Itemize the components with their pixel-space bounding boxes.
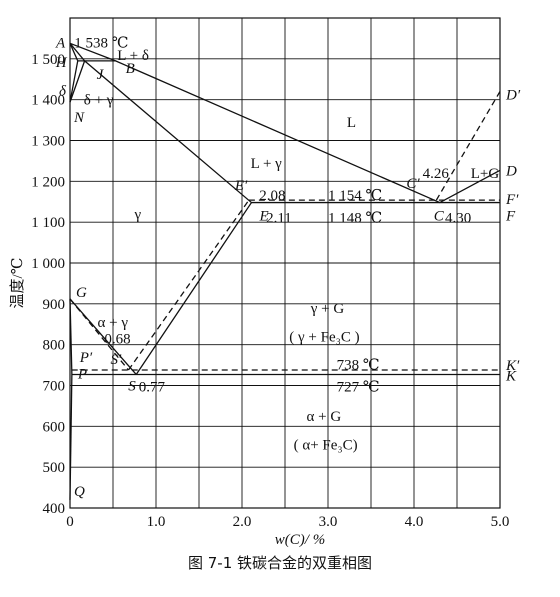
solid-phase-line	[135, 202, 252, 375]
y-tick-label: 1 500	[31, 52, 65, 68]
point-label-c: C	[434, 209, 445, 225]
point-labels: A B H J N D D′ FF′ G Q KK′ PP′ S S′ E E′ C C′ δ	[55, 35, 521, 500]
solid-phase-line	[69, 298, 137, 375]
point-label-s: S	[128, 378, 136, 394]
x-tick-label: 5.0	[491, 514, 510, 530]
solid-phase-line	[69, 60, 86, 103]
diagram-annotation: 2.11	[266, 210, 292, 226]
diagram-annotation: 0.77	[139, 380, 166, 396]
y-tick-labels: 400 500 600 700 800 900 1 000 1 100 1 200 1 300 1 …	[31, 52, 65, 517]
x-tick-labels: 0 1.0 2.0 3.0 4.0 5.0	[66, 514, 509, 530]
x-tick-label: 3.0	[319, 514, 338, 530]
plot-frame	[69, 17, 501, 509]
diagram-annotation: γ	[134, 207, 142, 223]
point-label-q: Q	[74, 484, 85, 500]
y-tick-label: 800	[43, 338, 66, 354]
point-label-f: F	[505, 209, 516, 225]
region-annotations: 1 538 ℃L + δ δ + γ L L + γ 4.26 L+G 2.08 1 154 …	[74, 36, 499, 454]
diagram-annotation: α + G	[307, 409, 342, 425]
point-label-h: H	[55, 55, 68, 71]
x-tick-label: 2.0	[233, 514, 252, 530]
y-tick-label: 1 300	[31, 134, 65, 150]
point-label-n: N	[73, 110, 85, 126]
diagram-annotation: 738 ℃	[337, 357, 380, 373]
point-label-j: J	[97, 67, 105, 83]
solid-phase-line	[69, 60, 79, 103]
point-label-p-prime: P′	[79, 350, 93, 366]
point-label-e: E	[258, 209, 268, 225]
y-tick-label: 1 200	[31, 174, 65, 190]
phase-diagram: 0 1.0 2.0 3.0 4.0 5.0 400 500 600 700 800 900 1 000…	[9, 17, 521, 548]
point-label-k-prime: K′	[505, 358, 520, 374]
solid-phase-line	[69, 374, 73, 500]
diagram-annotation: L	[347, 115, 356, 131]
diagram-annotation: 1 148 ℃	[328, 210, 382, 226]
solid-phase-line	[69, 43, 79, 62]
point-label-d-prime: D′	[505, 88, 521, 104]
y-tick-label: 1 400	[31, 93, 65, 109]
diagram-annotation: ( γ + Fe₃C )	[289, 330, 359, 346]
x-tick-label: 0	[66, 514, 74, 530]
diagram-annotation: 4.30	[445, 210, 471, 226]
x-tick-label: 1.0	[147, 514, 166, 530]
diagram-annotation: 1 154 ℃	[328, 188, 382, 204]
y-tick-label: 600	[43, 419, 66, 435]
diagram-annotation: 4.26	[423, 166, 450, 182]
diagram-annotation: δ + γ	[84, 93, 114, 109]
y-axis-label: 温度/℃	[9, 258, 26, 309]
dashed-phase-line	[127, 199, 250, 371]
y-tick-label: 900	[43, 297, 66, 313]
x-tick-label: 4.0	[405, 514, 424, 530]
point-label-d: D	[505, 163, 517, 179]
diagram-annotation: L+G	[471, 166, 500, 182]
diagram-annotation: ( α+ Fe₃C)	[294, 438, 358, 454]
dashed-phase-line	[69, 298, 129, 371]
diagram-annotation: 727 ℃	[337, 380, 380, 396]
diagram-annotation: L + γ	[251, 156, 283, 172]
dashed-phase-line	[435, 91, 501, 201]
point-label-f-prime: F′	[505, 192, 519, 208]
point-label-b: B	[126, 61, 135, 77]
diagram-annotation: α + γ	[98, 315, 129, 331]
x-axis-label: w(C)/ %	[275, 532, 325, 548]
diagram-annotation: 0.68	[104, 332, 130, 348]
diagram-annotation: 1 538 ℃	[74, 36, 128, 52]
point-label-a: A	[55, 35, 66, 51]
point-label-g: G	[76, 285, 87, 301]
y-tick-label: 1 100	[31, 215, 65, 231]
y-tick-label: 400	[43, 501, 66, 517]
grid	[70, 18, 500, 508]
phase-boundary-lines	[69, 42, 501, 500]
figure-caption: 图 7-1 铁碳合金的双重相图	[187, 554, 373, 572]
diagram-annotation: γ + G	[310, 301, 345, 317]
y-tick-label: 1 000	[31, 256, 65, 272]
y-tick-label: 500	[43, 460, 66, 476]
point-label-p: P	[77, 366, 87, 382]
y-tick-label: 700	[43, 379, 66, 395]
point-label-k: K	[505, 368, 517, 384]
solid-phase-line	[69, 298, 73, 375]
point-label-delta: δ	[59, 84, 67, 100]
point-label-s-prime: S′	[110, 352, 122, 368]
point-label-e-prime: E′	[234, 178, 248, 194]
diagram-annotation: 2.08	[259, 188, 285, 204]
solid-phase-line	[69, 42, 501, 204]
point-label-c-prime: C′	[406, 176, 420, 192]
diagram-annotation: L + δ	[117, 48, 149, 64]
